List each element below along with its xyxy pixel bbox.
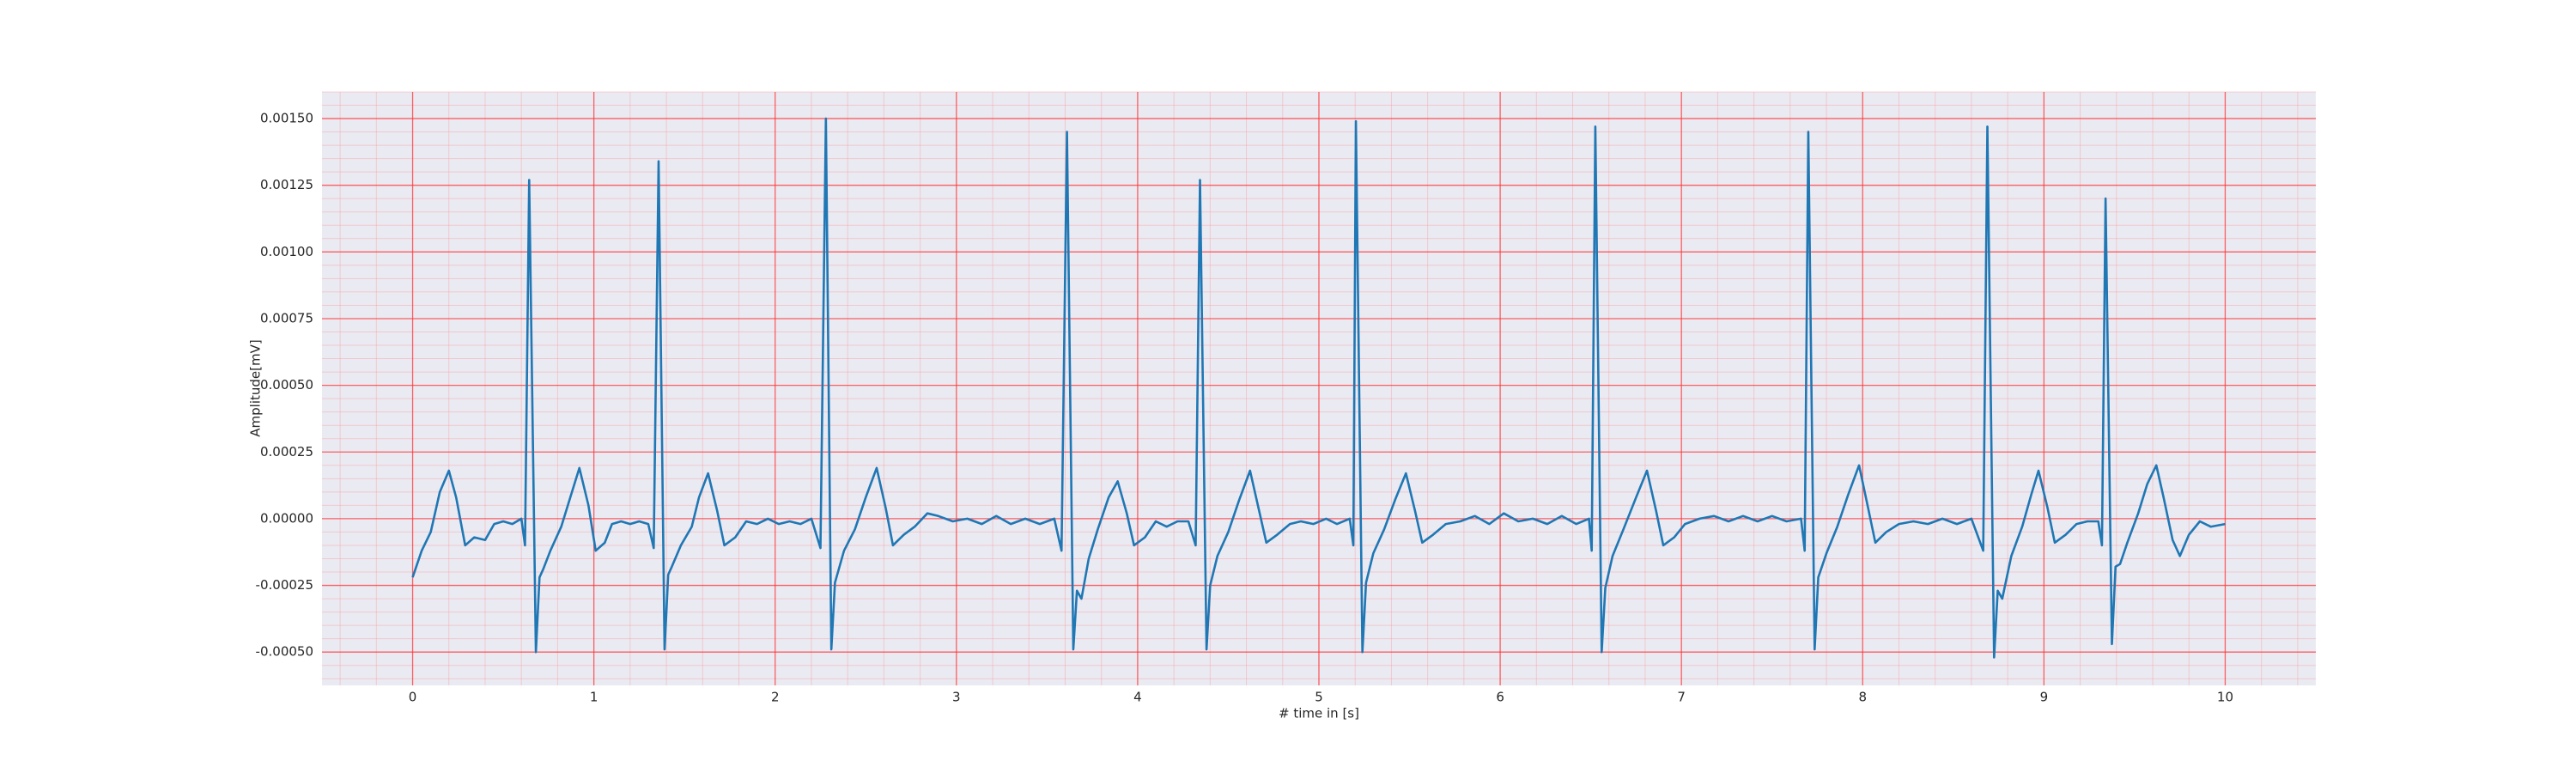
x-tick-label: 3 (952, 690, 961, 705)
x-tick-label: 8 (1858, 690, 1867, 705)
x-tick-label: 7 (1677, 690, 1686, 705)
x-tick-label: 0 (409, 690, 417, 705)
y-tick-label: 0.00150 (260, 111, 313, 126)
x-tick-label: 6 (1496, 690, 1504, 705)
y-tick-label: 0.00050 (260, 377, 313, 393)
y-tick-label: -0.00050 (256, 644, 313, 660)
y-tick-label: 0.00100 (260, 244, 313, 259)
y-tick-label: 0.00125 (260, 177, 313, 192)
plot (411, 117, 2226, 659)
x-tick-label: 4 (1133, 690, 1142, 705)
x-tick-label: 9 (2040, 690, 2049, 705)
x-tick-label: 5 (1315, 690, 1323, 705)
x-tick-label: 1 (590, 690, 598, 705)
y-axis-label: Amplitude[mV] (248, 339, 264, 436)
x-tick-label: 2 (771, 690, 780, 705)
ecg-line (411, 117, 2226, 659)
y-tick-label: 0.00000 (260, 510, 313, 526)
x-tick-label: 10 (2217, 690, 2233, 705)
y-tick-label: 0.00075 (260, 310, 313, 326)
x-axis-label: # time in [s] (1279, 706, 1359, 721)
y-tick-label: -0.00025 (256, 577, 313, 593)
y-tick-label: 0.00025 (260, 444, 313, 460)
